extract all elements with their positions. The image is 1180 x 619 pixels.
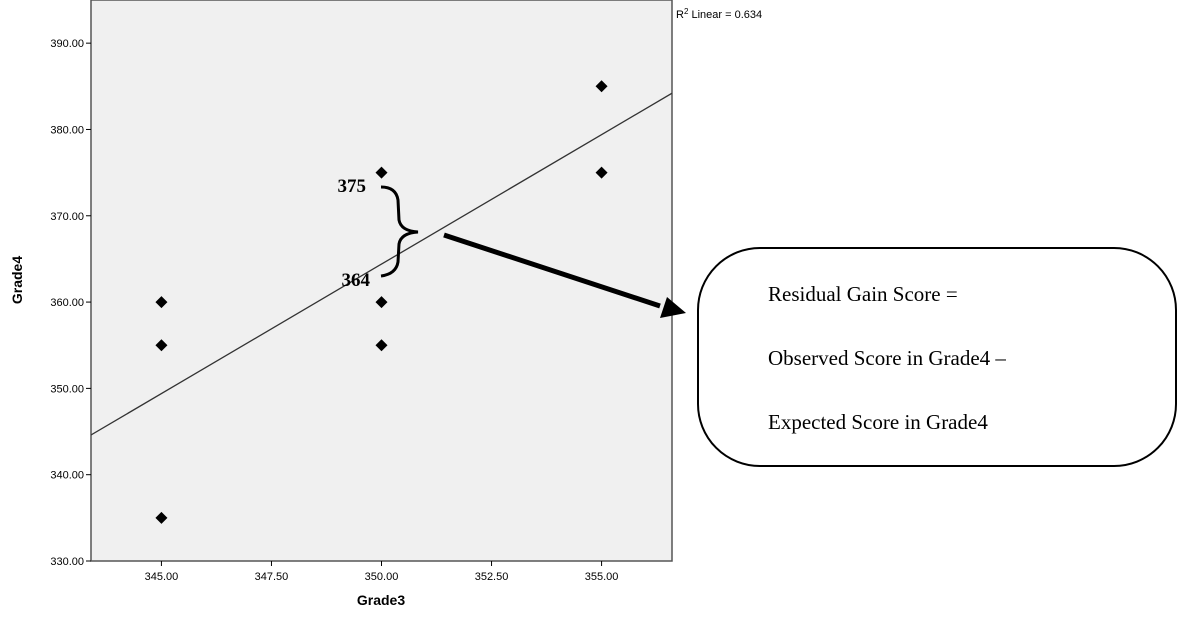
callout-box: Residual Gain Score = Observed Score in …	[697, 247, 1177, 467]
y-tick-label: 360.00	[50, 297, 84, 309]
x-tick-label: 355.00	[585, 571, 619, 583]
residual-annotation: 375 364	[338, 176, 686, 318]
data-point	[375, 339, 388, 352]
callout-line-2: Observed Score in Grade4 –	[768, 346, 1006, 370]
observed-value-label: 375	[338, 176, 367, 197]
regression-line	[91, 92, 672, 436]
data-point	[375, 166, 388, 179]
y-axis: 330.00 340.00 350.00 360.00 370.00 380.00 390.…	[50, 38, 91, 568]
y-tick-label: 390.00	[50, 38, 84, 50]
x-axis: 345.00 347.50 350.00 352.50 355.00	[145, 561, 619, 583]
x-axis-title: Grade3	[357, 592, 405, 608]
x-tick-label: 352.50	[475, 571, 509, 583]
fit-line-layer	[91, 92, 672, 436]
callout-rounded-rect	[697, 247, 1177, 467]
y-tick-label: 380.00	[50, 124, 84, 136]
y-tick-label: 350.00	[50, 383, 84, 395]
x-tick-label: 347.50	[255, 571, 289, 583]
x-tick-label: 350.00	[365, 571, 399, 583]
expected-value-label: 364	[342, 270, 371, 291]
r2-linear-label: R2 Linear = 0.634	[676, 7, 762, 21]
data-point	[155, 339, 168, 352]
arrow-head	[660, 297, 686, 318]
data-point	[155, 511, 168, 524]
callout-line-1: Residual Gain Score =	[768, 282, 958, 306]
data-point	[595, 166, 608, 179]
y-tick-label: 340.00	[50, 470, 84, 482]
y-tick-label: 370.00	[50, 211, 84, 223]
x-tick-label: 345.00	[145, 571, 179, 583]
y-axis-title: Grade4	[9, 256, 25, 304]
callout-line-3: Expected Score in Grade4	[768, 410, 988, 434]
data-point	[595, 80, 608, 93]
y-tick-label: 330.00	[50, 556, 84, 568]
curly-brace	[380, 185, 419, 278]
data-points	[155, 80, 608, 524]
data-point	[375, 296, 388, 309]
arrow-line	[443, 232, 661, 309]
data-point	[155, 296, 168, 309]
